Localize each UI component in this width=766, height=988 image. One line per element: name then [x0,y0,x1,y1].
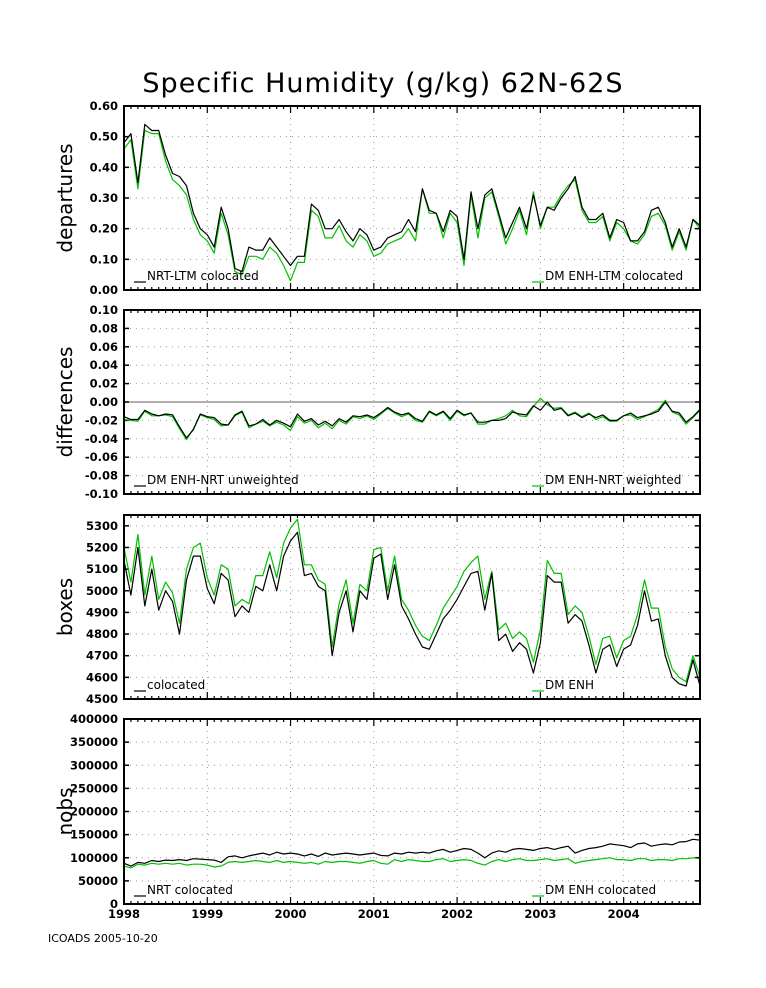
y-tick-label: 100000 [70,851,118,865]
panel-nobs: 0 50000 100000 150000 200000 250000 300000 3500… [53,712,701,921]
series-line-0 [123,838,701,867]
y-tick-label: -0.06 [85,450,118,464]
y-axis-label: boxes [53,578,77,636]
y-tick-label: 4600 [86,670,118,684]
y-tick-label: 0.60 [90,99,118,113]
y-tick-label: 0.20 [90,222,118,236]
legend-label-0: NRT-LTM colocated [147,269,259,283]
legend-label-0: NRT colocated [147,883,233,897]
y-tick-label: 50000 [78,874,118,888]
x-tick-label: 1998 [108,907,140,921]
y-axis-label: differences [53,347,77,458]
series-line-0 [123,123,701,273]
y-tick-label: 0.04 [90,358,118,372]
series-line-0 [123,531,701,687]
panel-boxes: 4500 4600 4700 4800 4900 5000 5100 5200 5300 boxe… [53,514,701,706]
x-tick-label: 1999 [191,907,223,921]
y-tick-label: 0.02 [90,377,118,391]
y-tick-label: -0.04 [85,432,118,446]
panel-differences: -0.10 -0.08 -0.06 -0.04 -0.02 0.00 0.02 0.04 0.0… [53,303,701,501]
legend-label-1: DM ENH-LTM colocated [545,269,683,283]
y-tick-label: 0.00 [90,395,118,409]
y-tick-label: 0.06 [90,340,118,354]
plot-frame [123,718,701,905]
y-tick-label: 300000 [70,758,118,772]
legend-label-1: DM ENH colocated [545,883,656,897]
y-tick-label: 5000 [86,584,118,598]
legend-label-0: DM ENH-NRT unweighted [147,473,299,487]
y-tick-label: 150000 [70,828,118,842]
legend-label-0: colocated [147,678,205,692]
legend-label-1: DM ENH-NRT weighted [545,473,681,487]
y-tick-label: -0.08 [85,469,118,483]
y-tick-label: 4700 [86,649,118,663]
y-tick-label: 4900 [86,605,118,619]
y-tick-label: 200000 [70,805,118,819]
y-tick-label: 0.00 [90,283,118,297]
y-tick-label: 0.40 [90,160,118,174]
y-tick-label: 350000 [70,735,118,749]
y-axis-label: nobs [53,787,77,835]
plot-frame [123,105,701,291]
y-tick-label: 0.30 [90,191,118,205]
y-tick-label: 4500 [86,692,118,706]
x-tick-label: 2002 [441,907,473,921]
y-axis-label: departures [53,143,77,252]
plot-frame [123,514,701,700]
series-line-1 [123,397,701,441]
y-tick-label: 0.50 [90,130,118,144]
y-tick-label: 5200 [86,540,118,554]
footer-stamp: ICOADS 2005-10-20 [48,932,158,945]
legend-label-1: DM ENH [545,678,594,692]
panel-departures: 0.00 0.10 0.20 0.30 0.40 0.50 0.60 departures NR… [53,99,701,297]
y-tick-label: 0.10 [90,252,118,266]
y-tick-label: -0.02 [85,413,118,427]
y-tick-label: 0.08 [90,321,118,335]
chart-title: Specific Humidity (g/kg) 62N-62S [142,68,624,99]
y-tick-label: 250000 [70,781,118,795]
y-tick-label: -0.10 [85,487,118,501]
series-line-1 [123,129,701,282]
plot-frame [123,309,701,495]
y-tick-label: 5100 [86,562,118,576]
y-tick-label: 5300 [86,519,118,533]
x-tick-label: 2001 [358,907,390,921]
x-tick-label: 2003 [524,907,556,921]
y-tick-label: 0 [110,897,118,911]
series-line-1 [123,857,701,869]
y-tick-label: 400000 [70,712,118,726]
series-line-0 [123,401,701,439]
y-tick-label: 0.10 [90,303,118,317]
y-tick-label: 4800 [86,627,118,641]
x-tick-label: 2004 [608,907,640,921]
series-line-1 [123,518,701,683]
x-tick-label: 2000 [275,907,307,921]
